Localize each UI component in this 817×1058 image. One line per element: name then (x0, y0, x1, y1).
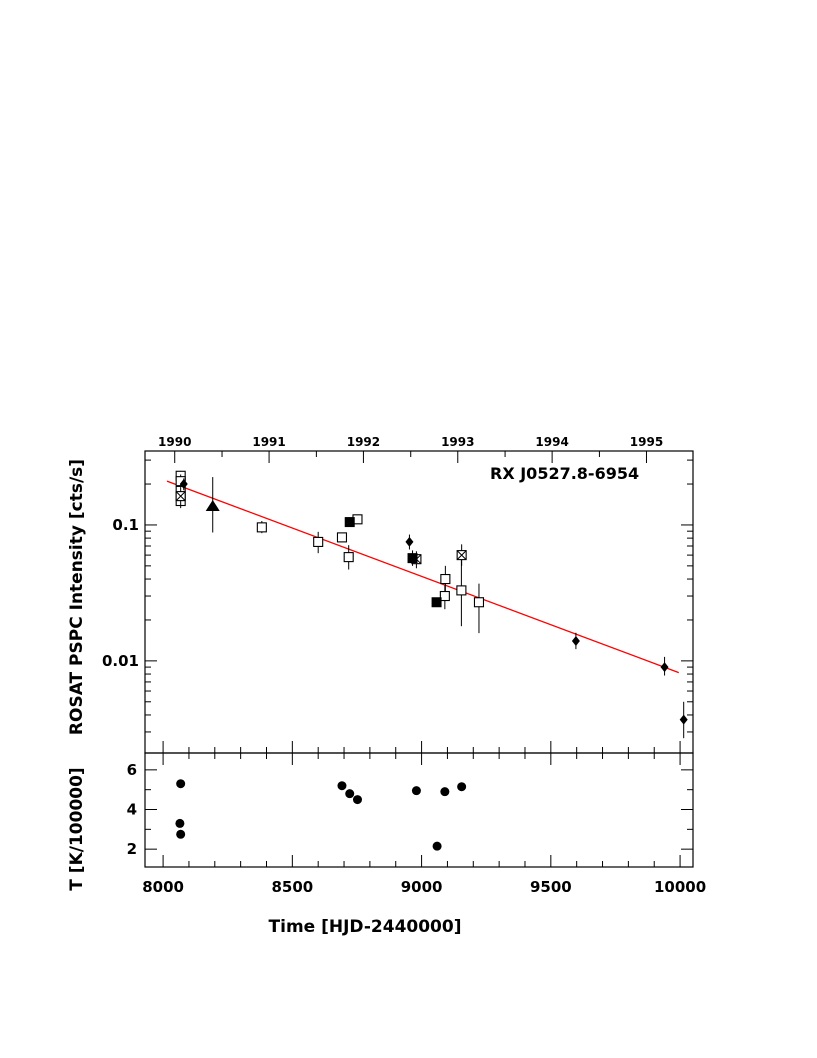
data-point (431, 597, 442, 608)
intensity-data-points (175, 470, 688, 739)
y-tick-label: 0.01 (102, 652, 139, 670)
open-square-marker (456, 585, 467, 596)
data-point (456, 555, 467, 627)
temperature-data-points (175, 779, 467, 851)
time-x-axis-title: Time [HJD-2440000] (269, 917, 462, 937)
open-square-marker (313, 536, 324, 547)
data-point (571, 632, 580, 650)
intensity-panel-frame (144, 450, 694, 754)
open-square-marker (439, 590, 450, 602)
data-point (405, 534, 414, 550)
temperature-point (411, 786, 421, 796)
data-point (175, 487, 186, 506)
data-point (660, 656, 669, 676)
y-tick-label: 0.1 (112, 516, 139, 534)
y-tick-label: 2 (127, 840, 137, 858)
intensity-panel: 0.01 0.1 1990 1991 1992 1993 1994 1995 RX J052… (67, 435, 694, 754)
year-label: 1990 (158, 435, 191, 449)
data-point (344, 517, 355, 528)
temperature-panel-frame (144, 752, 694, 868)
temperature-point (432, 841, 442, 851)
y-tick-label: 4 (127, 801, 137, 819)
filled-diamond-marker (179, 479, 188, 490)
filled-diamond-marker (679, 714, 688, 725)
open-square-marker (440, 573, 451, 585)
data-point (679, 701, 688, 739)
x-tick-label: 9500 (530, 878, 572, 896)
data-point (313, 531, 324, 554)
data-point (407, 550, 418, 566)
temperature-point (352, 795, 362, 805)
temperature-point (457, 782, 467, 792)
temperature-point (440, 787, 450, 797)
temperature-point (337, 781, 347, 791)
x-tick-label: 9000 (401, 878, 443, 896)
year-label: 1992 (347, 435, 380, 449)
filled-diamond-marker (405, 536, 414, 547)
open-square-marker (336, 532, 348, 543)
filled-square-marker (344, 517, 355, 528)
temperature-y-axis-title: T [K/100000] (67, 767, 87, 890)
data-point (343, 545, 354, 570)
source-name-annotation: RX J0527.8-6954 (490, 464, 639, 483)
year-label: 1991 (252, 435, 285, 449)
temperature-y-tick-labels: 2 4 6 (127, 761, 137, 858)
data-point (456, 544, 467, 566)
data-point (205, 477, 220, 533)
temperature-point (175, 818, 185, 828)
data-point (179, 478, 188, 491)
x-tick-label: 8000 (142, 878, 184, 896)
intensity-y-axis-title: ROSAT PSPC Intensity [cts/s] (67, 459, 87, 735)
filled-square-marker (407, 553, 418, 564)
crossed-square-marker-cross (175, 491, 186, 501)
temperature-panel-ticks (145, 753, 693, 867)
x-tick-label: 8500 (271, 878, 313, 896)
data-point (439, 585, 450, 610)
exponential-fit-line (166, 480, 680, 674)
open-square-marker (343, 552, 354, 563)
temperature-point (176, 829, 186, 839)
filled-diamond-marker (571, 636, 580, 647)
data-point (473, 583, 485, 634)
year-label: 1994 (535, 435, 568, 449)
intensity-y-tick-labels: 0.01 0.1 (102, 516, 139, 670)
crossed-square-marker-cross (456, 550, 467, 560)
year-axis-labels: 1990 1991 1992 1993 1994 1995 (158, 435, 663, 449)
intensity-panel-ticks (145, 451, 693, 753)
x-tick-label: 10000 (654, 878, 706, 896)
y-tick-label: 6 (127, 761, 137, 779)
filled-diamond-marker (660, 662, 669, 673)
time-x-tick-labels: 8000 8500 9000 9500 10000 (142, 878, 706, 896)
temperature-point (176, 779, 186, 789)
data-point (256, 520, 267, 534)
filled-triangle-marker (205, 499, 220, 511)
open-square-marker (256, 522, 267, 533)
data-point (336, 532, 348, 543)
temperature-panel: 2 4 6 8000 8500 9000 9500 10000 T [K/100000] T… (67, 752, 706, 937)
filled-square-marker (431, 597, 442, 608)
year-label: 1993 (441, 435, 474, 449)
data-point (440, 565, 451, 593)
open-square-marker (473, 597, 485, 608)
year-label: 1995 (630, 435, 663, 449)
temperature-point (345, 789, 355, 799)
